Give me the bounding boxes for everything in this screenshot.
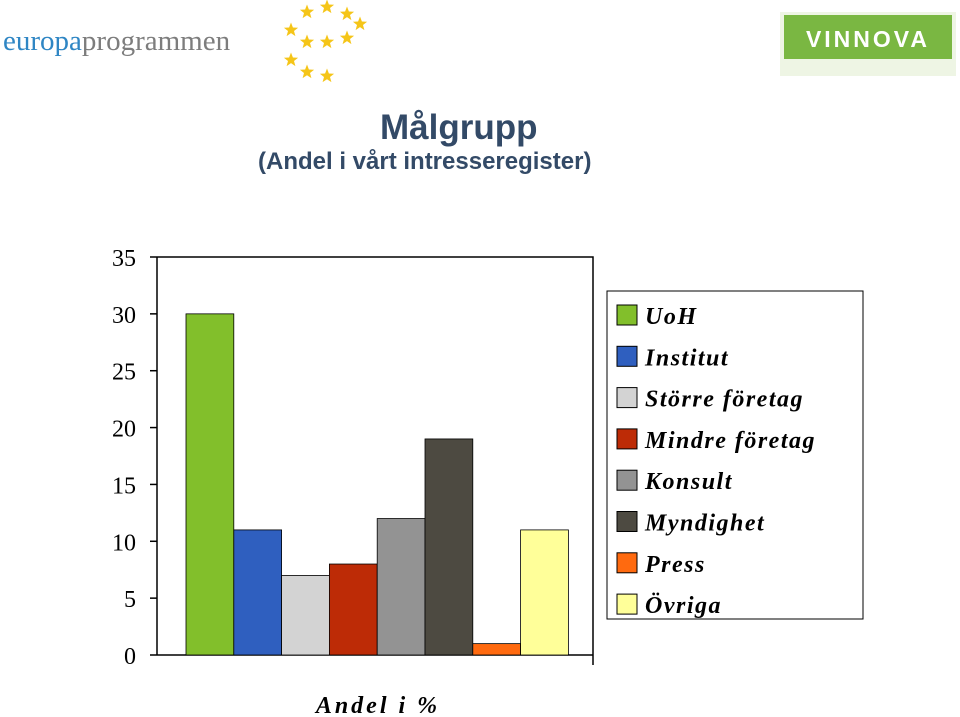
legend-swatch (616, 428, 638, 450)
bar-myndighet (424, 438, 474, 656)
legend-swatch (616, 552, 638, 574)
logo-text-europa: europa (3, 25, 82, 57)
legend-swatch (616, 511, 638, 532)
y-tick-label: 15 (112, 473, 136, 499)
y-axis: 0 5 10 15 20 25 30 35 (112, 246, 157, 670)
bar-press (472, 643, 521, 656)
plot-border (157, 256, 594, 665)
vinnova-logo-band (784, 15, 952, 59)
star-icon (319, 34, 335, 49)
y-tick-label: 0 (124, 644, 136, 670)
legend-label: Större företag (645, 387, 804, 413)
y-tick-label: 25 (112, 360, 136, 386)
x-axis-label: Andel i % (314, 693, 440, 717)
logo-text-programmen: programmen (82, 25, 231, 57)
legend: UoH Institut Större företag Mindre företag K… (606, 290, 864, 620)
legend-swatch (616, 304, 638, 326)
bar--vriga (520, 529, 569, 656)
bar-st-rre-f-retag (281, 575, 330, 656)
bar-mindre-f-retag (328, 563, 378, 656)
star-icon (352, 16, 368, 31)
star-icon (283, 22, 299, 37)
star-icon (299, 34, 315, 49)
chart-subtitle: (Andel i vårt intresseregister) (258, 148, 592, 175)
svg-text:europaprogrammen: europaprogrammen (3, 25, 231, 57)
bar-institut (233, 529, 283, 656)
y-tick-label: 10 (112, 530, 136, 556)
star-icon (299, 64, 315, 79)
europaprogrammen-logo: europaprogrammen (3, 0, 368, 83)
star-icon (339, 6, 355, 21)
legend-label: Mindre företag (644, 428, 816, 454)
y-tick-label: 30 (112, 303, 136, 329)
bar-konsult (376, 518, 426, 656)
legend-swatch (616, 469, 638, 491)
legend-swatch (616, 345, 638, 367)
eu-stars-icon (283, 0, 368, 83)
legend-box (606, 290, 864, 620)
legend-label: Myndighet (644, 511, 765, 537)
legend-swatch (616, 387, 638, 409)
legend-label: Press (644, 552, 706, 578)
bars (185, 313, 569, 656)
star-icon (299, 4, 315, 19)
y-tick-label: 20 (112, 417, 136, 443)
bar-uoh (185, 313, 235, 656)
legend-label: UoH (645, 304, 698, 330)
legend-label: Övriga (645, 593, 722, 619)
vinnova-logo: VINNOVA (780, 12, 956, 76)
y-tick-label: 5 (124, 587, 136, 613)
vinnova-logo-text: VINNOVA (806, 26, 930, 52)
chart-title: Målgrupp (380, 108, 538, 147)
legend-label: Konsult (644, 469, 733, 495)
legend-label: Institut (644, 345, 729, 371)
star-icon (319, 68, 335, 83)
y-tick-label: 35 (112, 246, 136, 272)
star-icon (283, 52, 299, 67)
star-icon (319, 0, 335, 14)
legend-swatch (616, 593, 638, 615)
star-icon (339, 30, 355, 45)
